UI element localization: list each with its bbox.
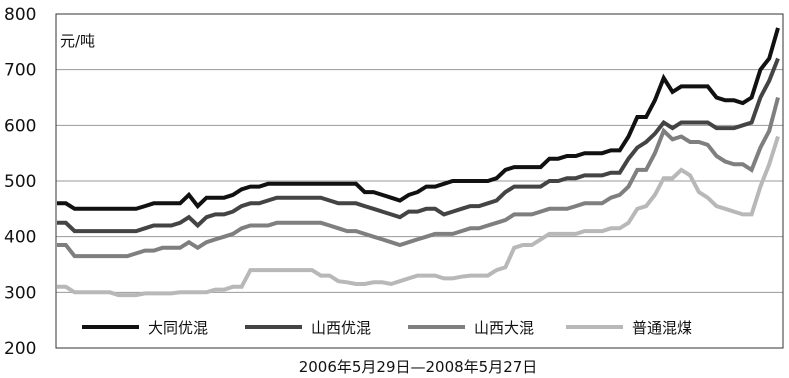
series-line-1	[57, 57, 780, 234]
legend-label-1: 山西优混	[311, 319, 371, 337]
y-tick-label: 300	[4, 283, 36, 303]
y-axis-ticks: 200 300 400 500 600 700 800	[4, 5, 36, 359]
y-tick-label: 600	[4, 116, 36, 136]
y-tick-label: 500	[4, 172, 36, 192]
legend-label-0: 大同优混	[148, 319, 208, 337]
plot-frame	[55, 13, 784, 349]
y-tick-label: 400	[4, 228, 36, 248]
series-line-0	[57, 27, 780, 211]
legend: 大同优混 山西优混 山西大混 普通混煤	[74, 312, 754, 342]
y-tick-label: 200	[4, 339, 36, 359]
legend-label-3: 普通混煤	[632, 319, 692, 337]
gridlines	[56, 69, 783, 293]
y-tick-label: 700	[4, 61, 36, 81]
series-line-3	[57, 135, 780, 298]
y-tick-label: 800	[4, 5, 36, 25]
series-lines	[57, 27, 780, 298]
x-axis-caption: 2006年5月29日—2008年5月27日	[299, 358, 538, 376]
legend-label-2: 山西大混	[474, 319, 534, 337]
series-line-2	[57, 96, 780, 259]
unit-label: 元/吨	[60, 32, 95, 50]
